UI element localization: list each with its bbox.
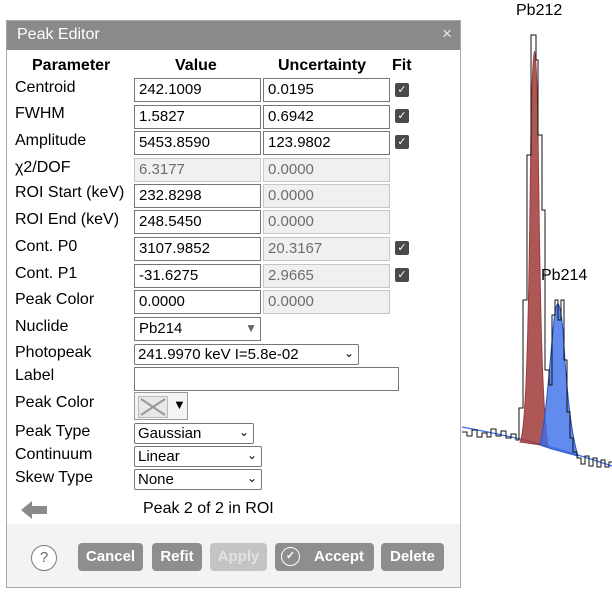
- peak-index-text: Peak 2 of 2 in ROI: [143, 500, 274, 517]
- header-value: Value: [175, 57, 217, 74]
- label-roi-end: ROI End (keV): [15, 211, 120, 228]
- fwhm-fit-checkbox[interactable]: ✓: [395, 109, 409, 123]
- chi2-uncertainty-field: 0.0000: [263, 158, 390, 182]
- peak-pb212-fill: [519, 51, 549, 447]
- label-centroid: Centroid: [15, 79, 76, 96]
- cont-p1-fit-checkbox[interactable]: ✓: [395, 268, 409, 282]
- peak-type-select[interactable]: Gaussian ⌄: [134, 423, 254, 444]
- continuum-value: Linear: [138, 448, 180, 465]
- no-color-swatch-icon: [138, 396, 168, 418]
- arrow-left-icon[interactable]: [19, 499, 49, 521]
- chevron-down-icon: ⌄: [246, 471, 257, 485]
- apply-button[interactable]: Apply: [210, 543, 267, 571]
- dialog-titlebar[interactable]: Peak Editor ×: [7, 21, 460, 50]
- centroid-fit-checkbox[interactable]: ✓: [395, 83, 409, 97]
- amplitude-uncertainty-input[interactable]: 123.9802: [263, 131, 390, 155]
- label-cont-p0: Cont. P0: [15, 238, 78, 255]
- peak-color-uncertainty-field: 0.0000: [263, 290, 390, 314]
- label-nuclide: Nuclide: [15, 318, 69, 335]
- skew-type-value: None: [138, 471, 174, 488]
- fwhm-value-input[interactable]: 1.5827: [134, 105, 261, 129]
- peak-pb214-fill: [539, 303, 579, 457]
- nuclide-value: Pb214: [139, 320, 183, 337]
- triangle-down-icon[interactable]: ▼: [245, 321, 257, 335]
- header-fit: Fit: [392, 57, 412, 74]
- chi2-value-field: 6.3177: [134, 158, 261, 182]
- header-parameter: Parameter: [32, 57, 111, 74]
- triangle-down-icon: ▼: [173, 397, 186, 412]
- centroid-value-input[interactable]: 242.1009: [134, 78, 261, 102]
- photopeak-select[interactable]: 241.9970 keV I=5.8e-02 ⌄: [134, 344, 359, 365]
- label-fwhm: FWHM: [15, 105, 65, 122]
- cont-p0-fit-checkbox[interactable]: ✓: [395, 241, 409, 255]
- photopeak-value: 241.9970 keV I=5.8e-02: [138, 346, 299, 363]
- continuum-select[interactable]: Linear ⌄: [134, 446, 262, 467]
- roi-end-uncertainty-field: 0.0000: [263, 210, 390, 234]
- label-amplitude: Amplitude: [15, 132, 87, 149]
- peak-label-pb214: Pb214: [541, 267, 588, 284]
- delete-button[interactable]: Delete: [381, 543, 444, 571]
- peak-label-input[interactable]: [134, 367, 399, 391]
- nuclide-input[interactable]: Pb214 ▼: [134, 317, 261, 341]
- peak-label-pb212: Pb212: [516, 2, 563, 19]
- label-peak-type: Peak Type: [15, 423, 91, 440]
- dialog-title: Peak Editor: [17, 26, 100, 43]
- cont-p0-uncertainty-field: 20.3167: [263, 237, 390, 261]
- cont-p1-uncertainty-field: 2.9665: [263, 264, 390, 288]
- refit-button[interactable]: Refit: [152, 543, 202, 571]
- chevron-down-icon: ⌄: [238, 425, 249, 439]
- label-photopeak: Photopeak: [15, 344, 92, 361]
- fwhm-uncertainty-input[interactable]: 0.6942: [263, 105, 390, 129]
- accept-button[interactable]: ✓ Accept: [275, 543, 374, 571]
- accept-label: Accept: [314, 548, 365, 565]
- label-label: Label: [15, 367, 55, 384]
- close-icon[interactable]: ×: [442, 24, 452, 43]
- cont-p0-value-input[interactable]: 3107.9852: [134, 237, 261, 261]
- check-circle-icon: ✓: [281, 547, 300, 566]
- label-roi-start: ROI Start (keV): [15, 184, 125, 201]
- amplitude-value-input[interactable]: 5453.8590: [134, 131, 261, 155]
- help-button[interactable]: ?: [31, 545, 57, 571]
- peak-editor-dialog: Peak Editor × Parameter Value Uncertaint…: [6, 20, 461, 588]
- peak-color-picker[interactable]: ▼: [134, 392, 188, 420]
- header-uncertainty: Uncertainty: [278, 57, 367, 74]
- peak-type-value: Gaussian: [138, 425, 202, 442]
- chevron-down-icon: ⌄: [246, 448, 257, 462]
- centroid-uncertainty-input[interactable]: 0.0195: [263, 78, 390, 102]
- spectrum-histogram: [462, 34, 612, 468]
- label-peak-color-value: Peak Color: [15, 291, 95, 308]
- cont-p1-value-input[interactable]: -31.6275: [134, 264, 261, 288]
- roi-start-value-input[interactable]: 232.8298: [134, 184, 261, 208]
- cancel-button[interactable]: Cancel: [78, 543, 143, 571]
- roi-start-uncertainty-field: 0.0000: [263, 184, 390, 208]
- label-chi2-dof: χ2/DOF: [15, 159, 71, 176]
- label-skew-type: Skew Type: [15, 469, 93, 486]
- label-cont-p1: Cont. P1: [15, 265, 78, 282]
- roi-end-value-input[interactable]: 248.5450: [134, 210, 261, 234]
- label-peak-color: Peak Color: [15, 394, 95, 411]
- skew-type-select[interactable]: None ⌄: [134, 469, 262, 490]
- peak-color-value-input[interactable]: 0.0000: [134, 290, 261, 314]
- chevron-down-icon: ⌄: [343, 346, 354, 360]
- label-continuum: Continuum: [15, 446, 93, 463]
- amplitude-fit-checkbox[interactable]: ✓: [395, 135, 409, 149]
